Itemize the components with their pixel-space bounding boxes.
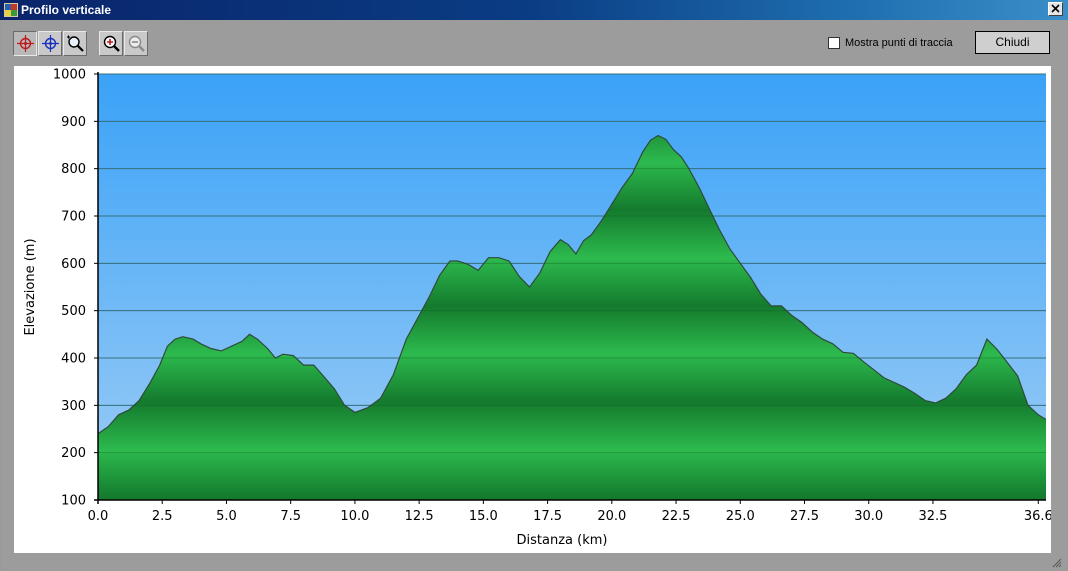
close-window-button[interactable] [1048,2,1063,16]
x-tick-label: 10.0 [340,509,369,524]
x-tick-label: 22.5 [662,509,691,524]
x-tick-label: 32.5 [918,509,947,524]
x-tick-label: 27.5 [790,509,819,524]
elevation-area [98,135,1046,500]
y-tick-label: 300 [61,399,86,414]
x-tick-label: 20.0 [597,509,626,524]
y-tick-label: 900 [61,115,86,130]
elevation-line [97,134,1047,435]
y-axis-label: Elevazione (m) [23,238,38,335]
y-tick-label: 600 [61,257,86,272]
elevation-profile-chart[interactable]: 100 200 300 400 500 600 700 800 900 1000 0.0 2.5 5.0… [14,66,1053,553]
app-icon [4,3,18,17]
crosshair-blue-icon [42,35,59,52]
show-track-points-checkbox[interactable] [828,37,840,49]
zoom-in-tool-button[interactable] [99,31,123,56]
zoom-select-icon [67,35,84,52]
y-tick-label: 700 [61,210,86,225]
profile-window: Mostra punti di traccia Chiudi 100 200 300… [2,20,1066,571]
y-tick-label: 1000 [53,68,86,83]
y-tick-label: 800 [61,162,86,177]
window-title: Profilo verticale [21,3,112,17]
x-tick-label: 17.5 [533,509,562,524]
title-bar[interactable]: Profilo verticale [0,0,1068,20]
zoom-out-icon [128,35,145,52]
x-axis-label: Distanza (km) [517,533,608,548]
elevation-chart-panel: 100 200 300 400 500 600 700 800 900 1000 0.0 2.5 5.0… [14,66,1053,553]
x-tick-label: 0.0 [88,509,109,524]
y-tick-label: 400 [61,352,86,367]
close-button[interactable]: Chiudi [975,31,1050,54]
show-track-points-label: Mostra punti di traccia [845,37,953,49]
x-tick-label: 15.0 [469,509,498,524]
y-tick-label: 200 [61,446,86,461]
resize-grip-icon[interactable] [1051,557,1062,568]
x-tick-label: 2.5 [152,509,173,524]
crosshair-red-icon [17,35,34,52]
x-tick-label: 12.5 [405,509,434,524]
x-tick-label: 36.6 [1024,509,1051,524]
zoom-out-tool-button[interactable] [124,31,148,56]
zoom-in-icon [103,35,120,52]
zoom-select-tool-button[interactable] [63,31,87,56]
crosshair-blue-tool-button[interactable] [38,31,62,56]
y-tick-label: 100 [61,494,86,509]
x-tick-label: 30.0 [854,509,883,524]
x-tick-label: 7.5 [280,509,301,524]
crosshair-red-tool-button[interactable] [13,31,37,56]
x-tick-label: 25.0 [726,509,755,524]
x-tick-label: 5.0 [216,509,237,524]
y-tick-label: 500 [61,304,86,319]
close-icon [1051,4,1060,13]
